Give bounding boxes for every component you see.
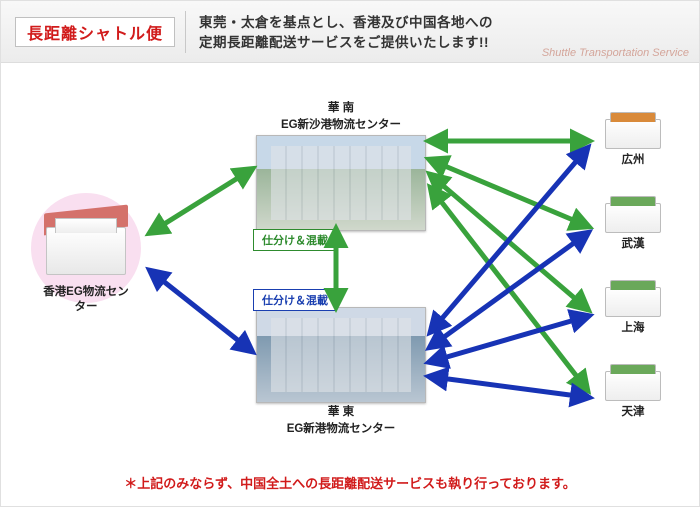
title-badge: 長距離シャトル便 <box>15 17 175 47</box>
footnote: ＊上記のみならず、中国全土への長距離配送サービスも執り行っております。 <box>1 473 699 492</box>
header-desc-line2: 定期長距離配送サービスをご提供いたします!! <box>199 35 489 50</box>
header-desc-line1: 東莞・太倉を基点とし、香港及び中国各地への <box>199 15 493 30</box>
dest-shanghai-icon <box>605 287 661 317</box>
header-description: 東莞・太倉を基点とし、香港及び中国各地への 定期長距離配送サービスをご提供いたし… <box>199 13 493 54</box>
hk-building-icon <box>46 227 126 275</box>
diagram-canvas: 長距離シャトル便 東莞・太倉を基点とし、香港及び中国各地への 定期長距離配送サー… <box>0 0 700 507</box>
dest-guangzhou-label: 広州 <box>597 151 669 167</box>
dest-wuhan: 武漢 <box>597 203 669 251</box>
east-photo <box>256 307 426 403</box>
dest-wuhan-label: 武漢 <box>597 235 669 251</box>
dest-shanghai-label: 上海 <box>597 319 669 335</box>
dest-guangzhou: 広州 <box>597 119 669 167</box>
south-label-top: 華 南 <box>251 101 431 116</box>
dest-guangzhou-icon <box>605 119 661 149</box>
east-label-bottom: EG新港物流センター <box>251 422 431 437</box>
east-label-top: 華 東 <box>251 405 431 420</box>
header: 長距離シャトル便 東莞・太倉を基点とし、香港及び中国各地への 定期長距離配送サー… <box>1 1 699 63</box>
sort-tag-east: 仕分け＆混載 <box>253 289 337 311</box>
dest-tianjin-icon <box>605 371 661 401</box>
dest-tianjin: 天津 <box>597 371 669 419</box>
dest-tianjin-label: 天津 <box>597 403 669 419</box>
node-south-center: 華 南 EG新沙港物流センター <box>251 101 431 231</box>
south-photo <box>256 135 426 231</box>
dest-shanghai: 上海 <box>597 287 669 335</box>
dest-wuhan-icon <box>605 203 661 233</box>
sort-tag-south: 仕分け＆混載 <box>253 229 337 251</box>
node-east-center: 華 東 EG新港物流センター <box>251 307 431 437</box>
south-label-bottom: EG新沙港物流センター <box>251 118 431 133</box>
header-divider <box>185 11 186 53</box>
hk-label: 香港EG物流センター <box>41 285 131 315</box>
node-hongkong: 香港EG物流センター <box>41 209 131 315</box>
header-subtext: Shuttle Transportation Service <box>542 47 689 59</box>
